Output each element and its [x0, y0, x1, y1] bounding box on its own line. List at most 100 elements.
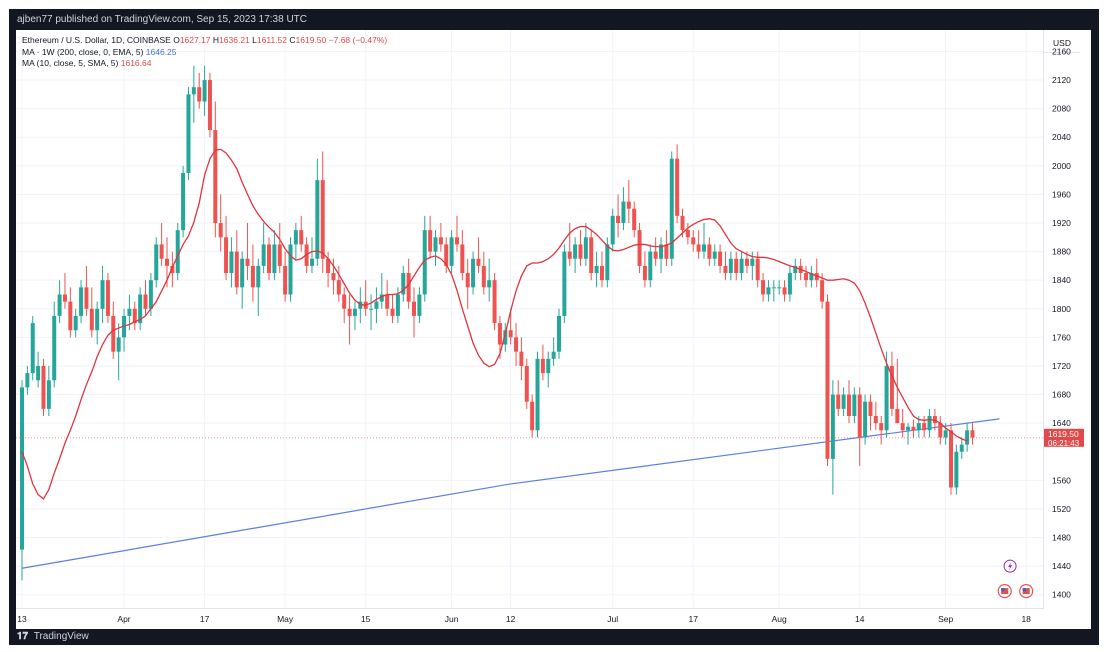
- candle: [186, 87, 191, 181]
- candle: [508, 308, 513, 345]
- candle: [573, 237, 578, 274]
- candle: [589, 230, 594, 281]
- candle-body: [256, 265, 261, 288]
- candle: [374, 287, 379, 324]
- candle: [664, 230, 669, 266]
- candle-body: [599, 265, 604, 281]
- candle: [567, 223, 572, 266]
- candle: [73, 308, 78, 338]
- candle-body: [922, 423, 927, 431]
- us-flag-icon: [997, 584, 1012, 599]
- candle: [358, 287, 363, 324]
- ohlc-close-value: 1619.50: [295, 35, 327, 45]
- candle-body: [578, 244, 583, 259]
- candle-body: [401, 273, 406, 295]
- price-tick-label: 1840: [1052, 275, 1071, 285]
- time-axis-ticks: 13 Apr 17 May 15 Jun 12 Jul 17 Aug 14 Sep 18: [17, 614, 1031, 624]
- candle: [739, 251, 744, 281]
- legend-ma-10-row[interactable]: MA (10, close, 5, SMA, 5) 1616.64: [22, 58, 387, 70]
- candle: [954, 444, 959, 495]
- candle-body: [293, 230, 298, 245]
- candle-body: [460, 244, 465, 274]
- candle-body: [804, 273, 809, 281]
- candle: [224, 215, 229, 281]
- candle: [309, 237, 314, 274]
- candle-body: [852, 394, 857, 416]
- candle-body: [449, 237, 454, 266]
- candle-body: [417, 294, 422, 316]
- time-tick-label: Jul: [607, 614, 618, 624]
- candle-body: [428, 230, 433, 252]
- ohlc-high: H: [212, 35, 220, 45]
- candle: [428, 215, 433, 259]
- candle: [621, 187, 626, 231]
- candle: [524, 358, 529, 409]
- candle-body: [873, 416, 878, 424]
- legend-ma-1w-row[interactable]: MA · 1W (200, close, 0, EMA, 5) 1646.25: [22, 47, 387, 59]
- candle-body: [680, 215, 685, 231]
- price-axis[interactable]: USD 2160 2120 2080 2040 2000 1960 1920 1880 1840…: [1043, 30, 1091, 629]
- candle-body: [927, 416, 932, 431]
- currency-label[interactable]: USD: [1044, 38, 1080, 53]
- candle-body: [814, 273, 819, 281]
- candle-body: [20, 387, 24, 550]
- candle: [36, 351, 41, 388]
- candle: [895, 358, 900, 424]
- candle-body: [766, 287, 771, 295]
- candle-body: [728, 258, 733, 274]
- candle: [385, 280, 390, 316]
- candle: [514, 323, 519, 366]
- candle: [551, 337, 556, 366]
- time-tick-label: Sep: [938, 614, 953, 624]
- candle: [578, 230, 583, 266]
- candle: [89, 287, 94, 338]
- candle-body: [669, 158, 674, 259]
- ma-10-line: [21, 148, 968, 500]
- candle-body: [309, 258, 314, 266]
- candle-body: [52, 315, 57, 381]
- price-tick-label: 1560: [1052, 475, 1071, 485]
- candle-body: [567, 251, 572, 259]
- chart-area[interactable]: Ethereum / U.S. Dollar, 1D, COINBASE O16…: [16, 30, 1091, 629]
- candle-body: [535, 358, 540, 431]
- candle-body: [949, 430, 954, 488]
- candle: [653, 237, 658, 266]
- candle: [454, 215, 459, 252]
- candle-body: [900, 423, 905, 431]
- candle: [100, 265, 105, 324]
- candle-body: [41, 365, 46, 409]
- candle: [659, 237, 664, 274]
- candle-body: [793, 265, 798, 274]
- candle: [857, 387, 862, 467]
- price-plot[interactable]: [16, 30, 1044, 609]
- candle-body: [100, 280, 105, 309]
- lightning-icon: [1003, 559, 1017, 573]
- candle-body: [181, 172, 186, 231]
- candle: [197, 72, 202, 109]
- candle-body: [299, 230, 304, 245]
- candle-body: [197, 87, 202, 102]
- candle: [143, 280, 148, 316]
- candle: [433, 230, 438, 266]
- candle: [62, 273, 67, 309]
- candle-body: [422, 230, 427, 295]
- candle: [288, 237, 293, 302]
- candle: [836, 380, 841, 416]
- candle: [299, 215, 304, 252]
- candles-layer: [20, 65, 975, 581]
- candle-body: [514, 337, 519, 352]
- candle: [412, 287, 417, 338]
- ohlc-change: −7.68 (−0.47%): [328, 35, 388, 45]
- candle-body: [218, 223, 223, 238]
- candle-body: [444, 244, 449, 266]
- candle-body: [863, 401, 868, 438]
- time-axis[interactable]: 13 Apr 17 May 15 Jun 12 Jul 17 Aug 14 Sep 18: [16, 608, 1044, 629]
- candle-body: [170, 265, 175, 274]
- candle-body: [390, 308, 395, 316]
- us-flag-icon: [1019, 584, 1034, 599]
- candle-body: [62, 294, 67, 302]
- candle: [943, 423, 948, 445]
- candle: [379, 273, 384, 309]
- candle-body: [691, 237, 696, 245]
- ma-1w-value: 1646.25: [145, 46, 177, 57]
